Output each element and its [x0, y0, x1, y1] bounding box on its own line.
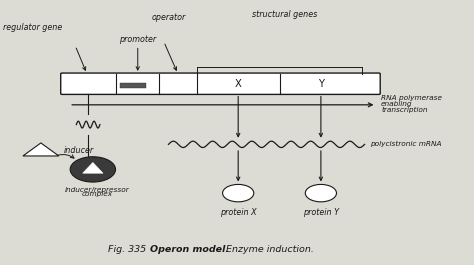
Text: transcription: transcription — [381, 107, 428, 113]
Text: promoter: promoter — [119, 35, 156, 44]
Text: protein Y: protein Y — [303, 208, 339, 217]
Text: Fig. 335: Fig. 335 — [109, 245, 150, 254]
Bar — [120, 83, 146, 88]
Text: RNA polymerase: RNA polymerase — [381, 95, 442, 101]
Text: operator: operator — [151, 13, 186, 22]
Polygon shape — [82, 162, 103, 173]
Polygon shape — [23, 143, 59, 156]
Circle shape — [223, 184, 254, 202]
Text: protein X: protein X — [220, 208, 256, 217]
Text: structural genes: structural genes — [252, 10, 317, 19]
Text: X: X — [235, 79, 242, 89]
Text: Operon model.: Operon model. — [150, 245, 228, 254]
Text: polycistronic mRNA: polycistronic mRNA — [370, 141, 442, 147]
Circle shape — [70, 157, 116, 182]
Text: regulator gene: regulator gene — [3, 23, 62, 32]
Text: Enzyme induction.: Enzyme induction. — [223, 245, 314, 254]
Text: complex: complex — [82, 191, 113, 197]
Text: inducer/repressor: inducer/repressor — [65, 187, 130, 193]
Text: enabling: enabling — [381, 100, 413, 107]
Text: Y: Y — [318, 79, 324, 89]
Circle shape — [305, 184, 337, 202]
Text: inducer: inducer — [64, 147, 94, 156]
FancyBboxPatch shape — [61, 73, 380, 94]
